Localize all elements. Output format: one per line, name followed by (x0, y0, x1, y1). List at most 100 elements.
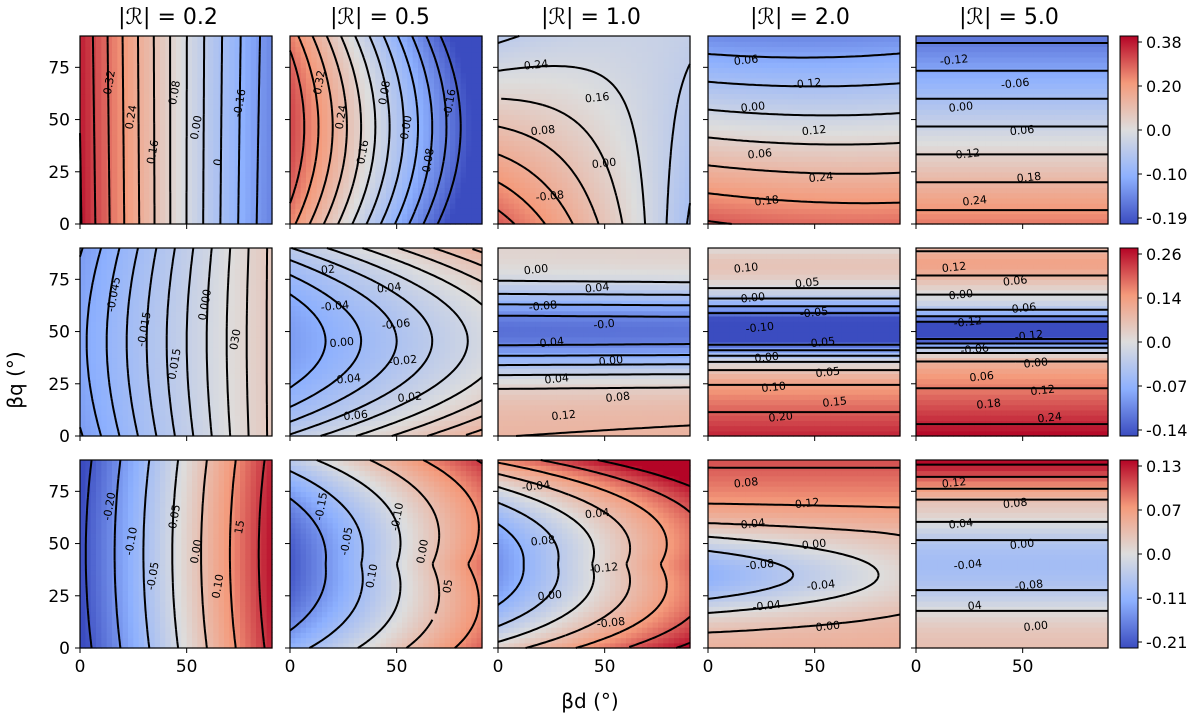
heat-cell (229, 130, 236, 136)
heat-cell (192, 93, 198, 100)
heat-cell (782, 56, 789, 63)
heat-cell (96, 119, 102, 126)
heat-cell (620, 135, 627, 142)
heat-cell (825, 156, 832, 162)
heat-cell (766, 161, 773, 168)
heat-cell (636, 130, 643, 136)
heat-cell (322, 187, 328, 194)
heat-cell (684, 83, 691, 89)
heat-cell (375, 114, 382, 121)
heat-cell (197, 93, 204, 100)
heat-cell (724, 130, 730, 136)
heat-cell (154, 77, 161, 84)
heat-cell (266, 98, 273, 105)
heat-cell (556, 119, 563, 126)
heat-cell (186, 109, 193, 115)
heat-cell (647, 218, 654, 225)
heat-cell (80, 140, 86, 147)
heat-cell (96, 197, 102, 204)
heat-cell (332, 166, 339, 173)
heat-cell (391, 135, 398, 142)
heat-cell (90, 197, 97, 204)
heat-cell (663, 161, 670, 168)
heat-cell (820, 161, 826, 168)
heat-cell (814, 171, 821, 178)
heat-cell (820, 114, 826, 121)
heat-cell (306, 119, 312, 126)
heat-cell (562, 88, 568, 95)
heat-cell (402, 156, 408, 162)
heat-cell (777, 145, 784, 152)
heat-cell (332, 218, 339, 225)
heat-cell (112, 182, 118, 189)
heat-cell (745, 98, 752, 105)
heat-cell (396, 171, 403, 178)
heat-cell (375, 67, 382, 74)
heat-cell (804, 208, 810, 215)
heat-cell (240, 72, 246, 79)
heat-cell (734, 36, 741, 42)
heat-cell (471, 41, 478, 48)
heat-cell (777, 109, 784, 115)
heat-cell (90, 213, 97, 220)
heat-cell (857, 208, 864, 215)
heat-cell (647, 51, 654, 58)
heat-cell (772, 182, 778, 189)
heat-cell (540, 56, 547, 63)
heat-cell (674, 187, 680, 194)
heat-cell (149, 161, 156, 168)
heat-cell (772, 213, 778, 220)
heat-cell (176, 213, 182, 220)
heat-cell (133, 51, 140, 58)
heat-cell (80, 109, 86, 115)
heat-cell (836, 145, 842, 152)
heat-cell (519, 103, 526, 110)
heat-cell (674, 161, 680, 168)
heat-cell (186, 145, 193, 152)
heat-cell (535, 77, 542, 84)
heat-cell (862, 213, 869, 220)
heat-cell (750, 124, 757, 131)
heat-cell (202, 161, 209, 168)
heat-cell (348, 218, 355, 225)
heat-cell (583, 119, 590, 126)
heat-cell (181, 192, 188, 199)
heat-cell (213, 56, 220, 63)
heat-cell (117, 41, 124, 48)
heat-cell (149, 46, 156, 53)
heat-cell (160, 171, 166, 178)
heat-cell (234, 51, 241, 58)
heat-cell (391, 72, 398, 79)
heat-cell (610, 203, 616, 209)
heat-cell (679, 130, 686, 136)
heat-cell (503, 192, 510, 199)
heat-cell (535, 51, 542, 58)
heat-cell (734, 88, 741, 95)
heat-cell (80, 56, 86, 63)
heat-cell (740, 150, 746, 157)
heat-cell (514, 41, 520, 48)
heat-cell (535, 166, 542, 173)
heat-cell (610, 119, 616, 126)
heat-cell (498, 62, 504, 68)
heat-cell (466, 51, 472, 58)
heat-cell (684, 197, 691, 204)
heat-cell (514, 46, 520, 53)
heat-cell (745, 145, 752, 152)
heat-cell (820, 46, 826, 53)
heat-cell (245, 51, 252, 58)
heat-cell (588, 150, 595, 157)
heat-cell (788, 41, 794, 48)
heat-cell (852, 192, 858, 199)
heat-cell (202, 51, 209, 58)
heat-cell (519, 62, 526, 68)
heat-cell (407, 77, 414, 84)
heat-cell (460, 166, 467, 173)
heat-cell (572, 213, 579, 220)
heat-cell (428, 187, 435, 194)
heat-cell (460, 140, 467, 147)
heat-cell (128, 187, 134, 194)
heat-cell (234, 93, 241, 100)
heat-cell (761, 213, 768, 220)
heat-cell (535, 103, 542, 110)
